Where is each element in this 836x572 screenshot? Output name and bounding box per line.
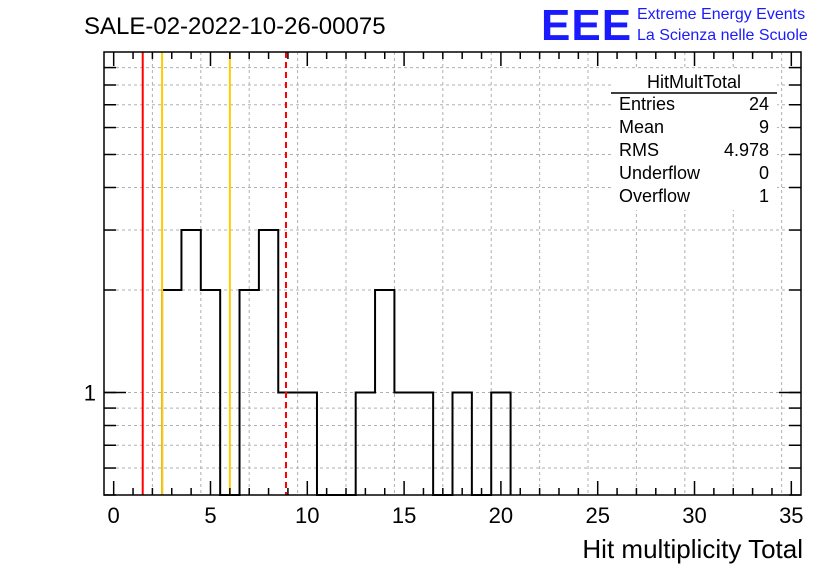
stats-value-overflow: 1: [759, 186, 769, 206]
stats-label-overflow: Overflow: [619, 186, 691, 206]
x-tick-label-5: 5: [204, 503, 216, 528]
x-tick-label-10: 10: [295, 503, 319, 528]
x-tick-label-30: 30: [682, 503, 706, 528]
stats-value-underflow: 0: [759, 163, 769, 183]
stats-box: HitMultTotal Entries 24 Mean 9 RMS 4.978…: [611, 70, 777, 210]
stats-label-entries: Entries: [619, 94, 675, 114]
threshold-lines: [141, 52, 287, 495]
eee-logo: EEE: [541, 1, 632, 50]
plot-frame: [103, 51, 802, 496]
axis-tick-labels: 0 5 10 15 20 25 30 35 1: [84, 380, 804, 528]
stats-label-rms: RMS: [619, 140, 659, 160]
stats-label-underflow: Underflow: [619, 163, 701, 183]
x-tick-label-25: 25: [585, 503, 609, 528]
stats-value-entries: 24: [749, 94, 769, 114]
stats-title: HitMultTotal: [647, 72, 741, 92]
stats-value-mean: 9: [759, 117, 769, 137]
stats-value-rms: 4.978: [724, 140, 769, 160]
x-axis-title: Hit multiplicity Total: [582, 534, 803, 564]
x-tick-label-0: 0: [108, 503, 120, 528]
x-tick-label-15: 15: [392, 503, 416, 528]
run-title: SALE-02-2022-10-26-00075: [84, 13, 386, 40]
eee-logo-line2: La Scienza nelle Scuole: [637, 27, 808, 44]
eee-logo-line1: Extreme Energy Events: [637, 6, 805, 23]
stats-label-mean: Mean: [619, 117, 664, 137]
x-tick-label-35: 35: [779, 503, 803, 528]
x-tick-label-20: 20: [489, 503, 513, 528]
y-tick-label-1: 1: [84, 380, 96, 405]
